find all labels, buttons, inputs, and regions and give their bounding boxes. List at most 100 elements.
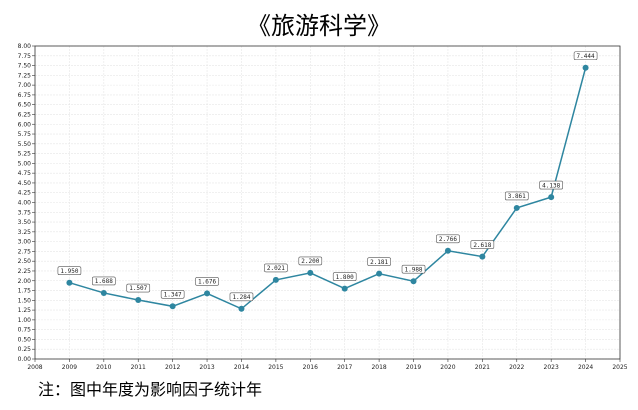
y-tick-label: 6.50 (18, 102, 32, 109)
x-tick-label: 2019 (406, 364, 421, 371)
y-tick-label: 7.00 (18, 82, 32, 89)
data-label-box (264, 263, 288, 273)
x-tick-label: 2020 (440, 364, 455, 371)
data-label: 1.688 (95, 278, 113, 285)
y-tick-label: 4.75 (18, 170, 32, 177)
data-label: 2.766 (439, 236, 457, 243)
x-tick-label: 2013 (199, 364, 214, 371)
y-tick-label: 0.00 (18, 356, 32, 363)
data-label-box (470, 240, 495, 249)
data-label-box (573, 51, 598, 61)
y-tick-label: 3.25 (18, 229, 32, 236)
data-label: 4.138 (542, 182, 560, 189)
data-label: 3.861 (508, 193, 526, 200)
y-tick-label: 0.75 (18, 327, 32, 334)
y-tick-label: 5.25 (18, 151, 32, 158)
x-tick-label: 2011 (131, 364, 146, 371)
data-point (479, 253, 486, 260)
y-tick-label: 7.50 (18, 63, 32, 70)
y-tick-label: 2.00 (18, 278, 32, 285)
data-label: 1.950 (60, 268, 78, 275)
x-tick-label: 2016 (303, 364, 318, 371)
y-tick-label: 7.25 (18, 72, 32, 79)
data-label-box (126, 283, 151, 293)
y-tick-label: 5.50 (18, 141, 32, 148)
data-point (66, 279, 73, 286)
x-tick-label: 2008 (27, 364, 42, 371)
data-point (444, 247, 451, 254)
data-label-box (229, 292, 254, 302)
data-point (513, 204, 520, 211)
y-tick-label: 6.75 (18, 92, 32, 99)
data-point (204, 290, 211, 297)
data-point (341, 285, 348, 292)
data-label-box (504, 191, 529, 201)
data-label: 1.676 (198, 279, 216, 286)
data-point (169, 303, 176, 310)
y-tick-label: 2.50 (18, 258, 32, 265)
y-tick-label: 0.25 (18, 346, 32, 353)
y-tick-label: 1.25 (18, 307, 32, 314)
x-tick-label: 2021 (475, 364, 490, 371)
data-label-box (401, 264, 426, 274)
data-point (410, 278, 417, 285)
data-point (135, 297, 142, 304)
y-tick-label: 2.75 (18, 248, 32, 255)
data-label: 7.444 (577, 53, 595, 60)
y-tick-label: 3.75 (18, 209, 32, 216)
data-label: 1.347 (164, 291, 182, 298)
x-tick-label: 2023 (544, 364, 559, 371)
data-label-box (367, 257, 391, 266)
y-tick-label: 3.50 (18, 219, 32, 226)
y-tick-label: 4.25 (18, 190, 32, 197)
y-tick-label: 6.00 (18, 121, 32, 128)
y-tick-label: 7.75 (18, 53, 32, 60)
data-label-box (92, 276, 116, 286)
data-label: 2.021 (267, 265, 285, 272)
data-label-box (57, 266, 82, 276)
y-tick-label: 5.75 (18, 131, 32, 138)
footnote: 注：图中年度为影响因子统计年 (38, 380, 263, 399)
data-label: 1.988 (404, 266, 422, 273)
x-tick-label: 2010 (96, 364, 111, 371)
y-tick-label: 3.00 (18, 239, 32, 246)
y-tick-label: 1.00 (18, 317, 32, 324)
x-tick-label: 2017 (337, 364, 352, 371)
data-label-box (160, 289, 185, 299)
x-tick-label: 2025 (612, 364, 627, 371)
data-label: 1.284 (232, 294, 250, 301)
data-label: 2.618 (473, 242, 491, 249)
x-tick-label: 2022 (509, 364, 524, 371)
y-tick-label: 5.00 (18, 160, 32, 167)
data-label-box (195, 277, 219, 286)
y-tick-label: 2.25 (18, 268, 32, 275)
data-label-box (332, 272, 357, 281)
x-tick-label: 2018 (371, 364, 386, 371)
x-tick-label: 2015 (268, 364, 283, 371)
data-label-box (436, 234, 460, 244)
y-tick-label: 8.00 (18, 43, 32, 50)
data-point (376, 270, 383, 277)
x-tick-label: 2012 (165, 364, 180, 371)
data-point (548, 194, 555, 201)
y-tick-label: 0.50 (18, 336, 32, 343)
data-label: 1.507 (129, 285, 147, 292)
data-point (238, 305, 245, 312)
plot-frame (34, 45, 621, 360)
data-point (582, 64, 589, 71)
data-label: 2.181 (370, 259, 388, 266)
y-tick-label: 1.75 (18, 288, 32, 295)
y-tick-label: 1.50 (18, 297, 32, 304)
y-tick-label: 4.00 (18, 200, 32, 207)
x-tick-label: 2009 (62, 364, 77, 371)
chart-title: 《旅游科学》 (247, 12, 391, 40)
y-tick-label: 4.50 (18, 180, 32, 187)
x-tick-label: 2024 (578, 364, 593, 371)
y-tick-label: 6.25 (18, 111, 32, 118)
data-label: 1.800 (336, 274, 354, 281)
data-label-box (298, 256, 323, 266)
data-label: 2.200 (301, 258, 319, 265)
data-label-box (539, 180, 563, 190)
x-tick-label: 2014 (234, 364, 249, 371)
